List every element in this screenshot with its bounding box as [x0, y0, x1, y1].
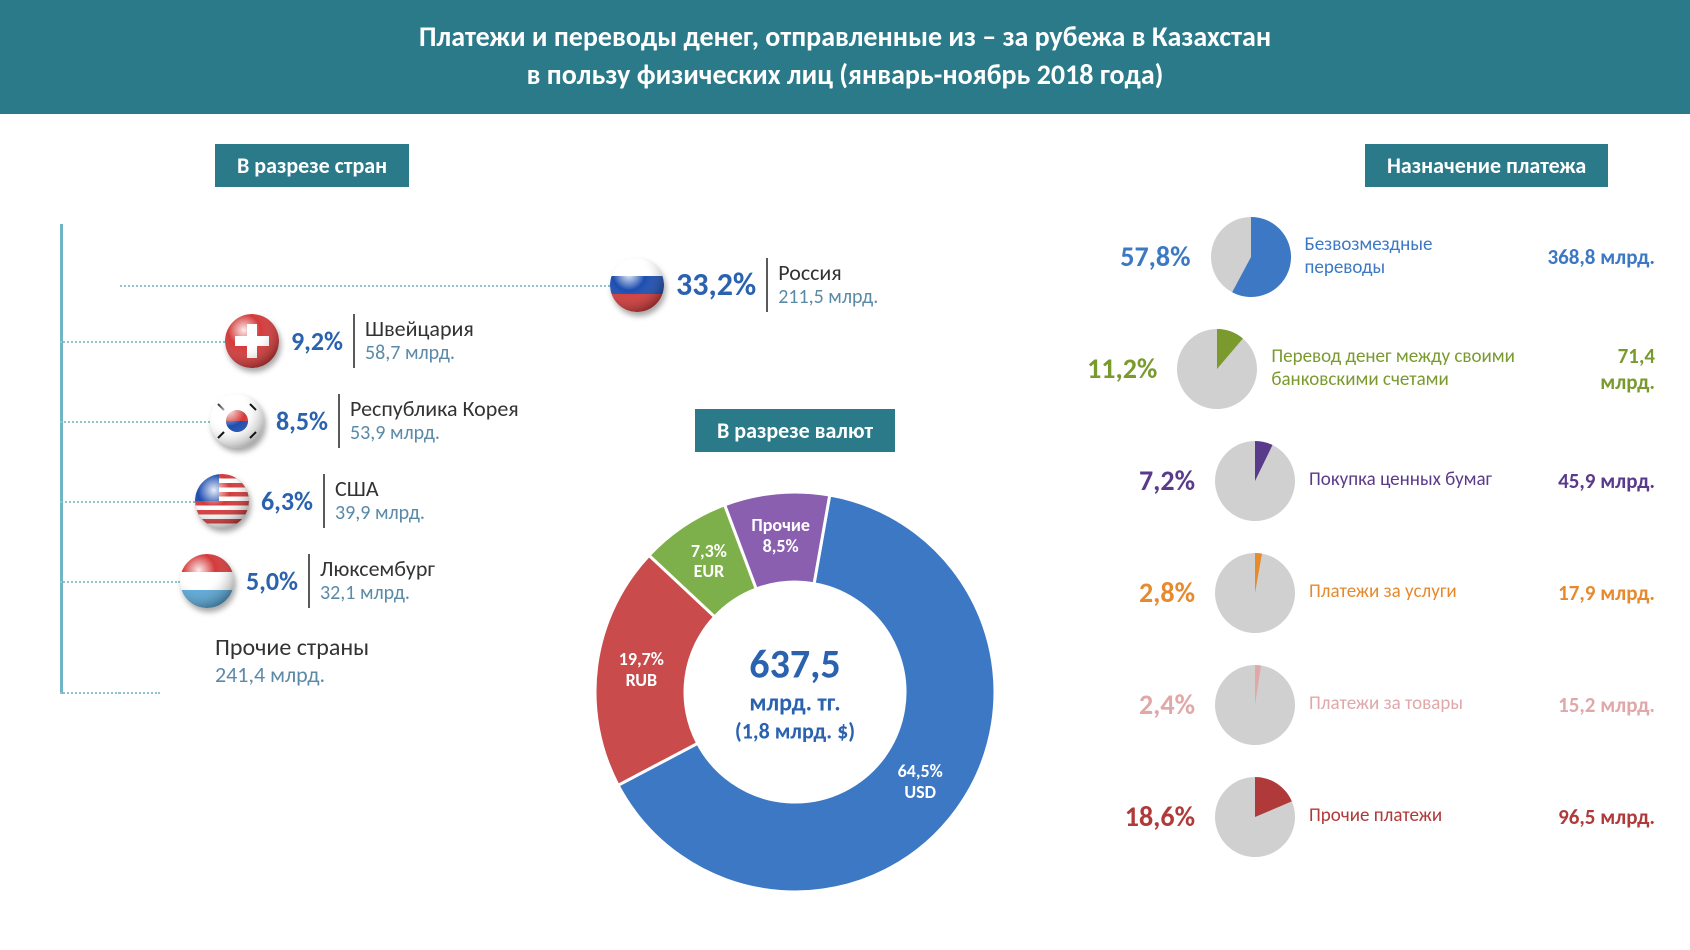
sep-swiss: [353, 314, 355, 368]
header-line-1: Платежи и переводы денег, отправленные и…: [0, 18, 1690, 56]
donut-label-3: Прочие8,5%: [741, 515, 821, 556]
donut-label-0: 64,5%USD: [880, 761, 960, 802]
currencies-section: В разрезе валют 637,5 млрд. тг. (1,8 млр…: [560, 409, 1030, 902]
purpose-amount-1: 71,4 млрд.: [1563, 343, 1655, 395]
countries-section: В разрезе стран 33,2% Россия 211,5 млрд.…: [60, 144, 580, 187]
purpose-row-1: 11,2% Перевод денег между своими банковск…: [1085, 327, 1655, 411]
name-swiss: Швейцария: [365, 316, 474, 341]
donut-label-2: 7,3%EUR: [669, 541, 749, 582]
sep-russia: [766, 258, 768, 312]
flag-swiss-icon: [225, 314, 279, 368]
purpose-amount-2: 45,9 млрд.: [1515, 468, 1655, 494]
purpose-tag: Назначение платежа: [1365, 144, 1608, 187]
header-line-2: в пользу физических лиц (январь-ноябрь 2…: [0, 56, 1690, 94]
purpose-amount-5: 96,5 млрд.: [1515, 804, 1655, 830]
purpose-pct-5: 18,6%: [1085, 799, 1195, 834]
donut-center-big: 637,5: [735, 639, 855, 688]
countries-axis: [60, 224, 63, 694]
amount-lux: 32,1 млрд.: [320, 581, 435, 605]
purpose-row-0: 57,8% Безвозмездные переводы368,8 млрд.: [1085, 215, 1655, 299]
sep-korea: [338, 394, 340, 448]
pct-lux: 5,0%: [246, 565, 298, 597]
country-row-lux: 5,0% Люксембург 32,1 млрд.: [60, 554, 435, 608]
purpose-pie-4: [1213, 663, 1297, 747]
purpose-label-2: Покупка ценных бумаг: [1297, 469, 1515, 492]
purpose-label-0: Безвозмездные переводы: [1293, 234, 1521, 280]
others-amount: 241,4 млрд.: [215, 661, 369, 688]
purpose-pie-3: [1213, 551, 1297, 635]
content: В разрезе стран 33,2% Россия 211,5 млрд.…: [0, 114, 1690, 944]
donut-center-l2: млрд. тг.: [735, 688, 855, 717]
currencies-tag: В разрезе валют: [695, 409, 895, 452]
page-header: Платежи и переводы денег, отправленные и…: [0, 0, 1690, 114]
purpose-section: Назначение платежа 57,8% Безвозмездные пе…: [1085, 144, 1655, 859]
others-label: Прочие страны: [215, 634, 369, 662]
purpose-label-3: Платежи за услуги: [1297, 581, 1515, 604]
purpose-amount-3: 17,9 млрд.: [1515, 580, 1655, 606]
flag-lux-icon: [180, 554, 234, 608]
donut-chart: 637,5 млрд. тг. (1,8 млрд. $) 64,5%USD 19…: [585, 482, 1005, 902]
purpose-amount-4: 15,2 млрд.: [1515, 692, 1655, 718]
purpose-row-5: 18,6% Прочие платежи96,5 млрд.: [1085, 775, 1655, 859]
flag-usa-icon: [195, 474, 249, 528]
purpose-pct-4: 2,4%: [1085, 687, 1195, 722]
purpose-pie-5: [1213, 775, 1297, 859]
amount-usa: 39,9 млрд.: [335, 501, 425, 525]
amount-korea: 53,9 млрд.: [350, 421, 519, 445]
purpose-label-1: Перевод денег между своими банковскими с…: [1259, 346, 1563, 392]
purpose-label-5: Прочие платежи: [1297, 805, 1515, 828]
purpose-pct-0: 57,8%: [1085, 239, 1191, 274]
purpose-pie-1: [1175, 327, 1259, 411]
name-korea: Республика Корея: [350, 396, 519, 421]
purpose-pct-3: 2,8%: [1085, 575, 1195, 610]
tick-swiss: [60, 341, 225, 343]
name-lux: Люксембург: [320, 556, 435, 581]
tick-lux: [60, 581, 180, 583]
pct-usa: 6,3%: [261, 485, 313, 517]
purpose-pct-2: 7,2%: [1085, 463, 1195, 498]
purpose-amount-0: 368,8 млрд.: [1521, 244, 1655, 270]
purpose-pct-1: 11,2%: [1085, 351, 1157, 386]
pct-russia: 33,2%: [676, 265, 756, 304]
donut-label-1: 19,7%RUB: [601, 649, 681, 690]
name-russia: Россия: [778, 260, 878, 285]
pct-swiss: 9,2%: [291, 325, 343, 357]
amount-russia: 211,5 млрд.: [778, 285, 878, 309]
sep-lux: [308, 554, 310, 608]
country-row-korea: 8,5% Республика Корея 53,9 млрд.: [60, 394, 519, 448]
flag-korea-icon: [210, 394, 264, 448]
amount-swiss: 58,7 млрд.: [365, 341, 474, 365]
purpose-pie-0: [1209, 215, 1293, 299]
donut-center: 637,5 млрд. тг. (1,8 млрд. $): [735, 639, 855, 744]
country-row-others: Прочие страны 241,4 млрд.: [215, 634, 369, 689]
pct-korea: 8,5%: [276, 405, 328, 437]
purpose-row-4: 2,4% Платежи за товары15,2 млрд.: [1085, 663, 1655, 747]
flag-russia-icon: [610, 258, 664, 312]
purpose-label-4: Платежи за товары: [1297, 693, 1515, 716]
name-usa: США: [335, 476, 425, 501]
sep-usa: [323, 474, 325, 528]
tick-korea: [60, 421, 210, 423]
country-row-swiss: 9,2% Швейцария 58,7 млрд.: [60, 314, 474, 368]
tick-russia: [120, 285, 610, 287]
tick-end: [60, 692, 120, 694]
tick-usa: [60, 501, 195, 503]
countries-tag: В разрезе стран: [215, 144, 409, 187]
purpose-pie-2: [1213, 439, 1297, 523]
donut-center-l3: (1,8 млрд. $): [735, 717, 855, 744]
purpose-row-2: 7,2% Покупка ценных бумаг45,9 млрд.: [1085, 439, 1655, 523]
purpose-row-3: 2,8% Платежи за услуги17,9 млрд.: [1085, 551, 1655, 635]
country-row-usa: 6,3% США 39,9 млрд.: [60, 474, 425, 528]
